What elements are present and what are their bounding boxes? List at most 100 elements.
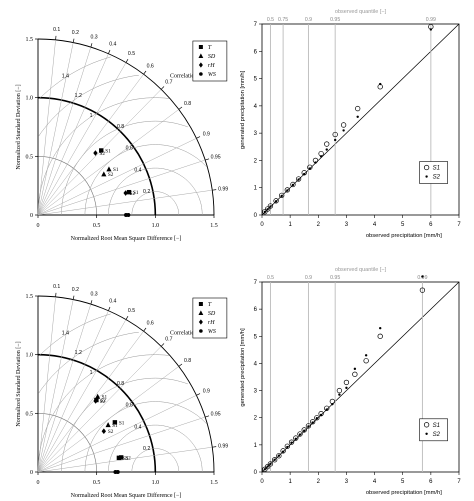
taylor-point-T <box>119 455 124 460</box>
quantile-label: 0.5 <box>267 275 274 281</box>
correlation-tick-label: 0.6 <box>147 63 154 69</box>
taylor-sd-arc <box>37 413 97 473</box>
correlation-tick-label: 0.5 <box>128 51 135 57</box>
point-label: S2 <box>125 455 131 461</box>
qq-point-S1 <box>284 443 290 449</box>
qq-point-S1 <box>377 333 383 339</box>
y-tick-label: 4 <box>254 361 258 367</box>
y-tick-label: 1.0 <box>26 353 34 359</box>
qq-point-S1 <box>276 453 282 459</box>
qq-point-S2 <box>342 129 345 132</box>
legend-label: SD <box>208 311 216 317</box>
qq-point-S1 <box>290 181 296 188</box>
qq-legend-marker-S1 <box>423 164 430 171</box>
qq-point-S1 <box>262 466 268 472</box>
taylor-rmsd-arc <box>61 377 188 472</box>
point-label: S2 <box>108 172 114 178</box>
rmsd-arc-label: 0.4 <box>134 167 141 173</box>
correlation-ray <box>37 366 179 473</box>
y-tick-label: 0 <box>30 213 33 219</box>
correlation-ray <box>37 42 74 216</box>
y-tick-label: 0 <box>254 213 258 219</box>
correlation-ray <box>37 189 213 216</box>
taylor-point-T <box>126 189 132 195</box>
taylor-point-SD <box>106 166 112 172</box>
x-tick-label: 6 <box>429 222 433 228</box>
qq-point-S2 <box>266 208 269 211</box>
qq-point-S2 <box>263 210 267 214</box>
qq-point-S1 <box>273 198 279 204</box>
qq-point-S1 <box>264 463 271 470</box>
taylor-rmsd-arc <box>84 144 208 216</box>
rmsd-arc-label: 0.4 <box>134 424 141 430</box>
correlation-tick <box>178 106 183 110</box>
y-tick-label: 7 <box>254 280 258 286</box>
y-tick-label: 3 <box>254 131 258 137</box>
qq-legend-label: S1 <box>433 166 440 172</box>
qq-point-S2 <box>364 354 368 357</box>
qq-point-S1 <box>267 461 274 467</box>
qq-point-S1 <box>279 192 285 199</box>
qq-point-S1 <box>267 203 274 209</box>
qq-plot-frame <box>261 23 460 216</box>
y-tick-label: 0.5 <box>26 154 34 160</box>
point-label: S1 <box>113 167 119 173</box>
taylor-rmsd-arc <box>38 331 139 394</box>
y-tick-label: 0.5 <box>26 411 34 417</box>
qq-legend-label: S2 <box>433 432 441 438</box>
qq-point-S1 <box>297 431 303 437</box>
correlation-tick <box>72 38 75 43</box>
legend-marker-rH <box>198 319 203 325</box>
correlation-tick-label: 0.2 <box>72 287 79 293</box>
y-tick-label: 6 <box>254 49 258 55</box>
correlation-tick-label: 0.3 <box>90 35 97 41</box>
correlation-tick-label: 0.1 <box>53 284 60 290</box>
correlation-tick-label: 0.7 <box>165 79 172 85</box>
point-label: S1 <box>119 420 125 426</box>
rmsd-arc-label: 1.2 <box>75 93 82 99</box>
correlation-ray <box>37 395 197 473</box>
x-tick-label: 1 <box>288 222 292 228</box>
correlation-ray <box>37 446 213 473</box>
qq-point-S1 <box>288 439 295 445</box>
qq-point-S2 <box>379 82 382 86</box>
correlation-ray <box>37 109 179 216</box>
rmsd-arc-label: 1.4 <box>62 74 69 80</box>
qq-point-S2 <box>421 275 424 278</box>
qq-point-S2 <box>286 445 289 449</box>
x-tick-label: 7 <box>457 479 461 485</box>
correlation-ray <box>37 138 197 216</box>
rmsd-arc-label: 0.6 <box>126 146 133 152</box>
correlation-tick-label: 0.95 <box>211 155 221 161</box>
correlation-tick <box>108 306 111 311</box>
correlation-tick-label: 0.4 <box>109 299 116 305</box>
qq-point-S1 <box>264 206 271 212</box>
legend-marker-WS <box>199 329 203 333</box>
legend-label: WS <box>208 72 216 78</box>
taylor-rmsd-arc <box>108 424 203 473</box>
rmsd-arc-label: 1.2 <box>75 350 82 356</box>
taylor-reference-arc <box>37 96 157 216</box>
taylor-diagram-top: 0.1 0.2 0.3 0.4 0.5 0.6 0.7 0.8 0.9 0.95 0.99 00 0.5… <box>16 27 228 242</box>
taylor-outer-arc <box>37 38 215 216</box>
correlation-tick <box>108 49 111 54</box>
qq-point-S2 <box>298 433 302 436</box>
quantile-label: 0.95 <box>330 17 340 23</box>
correlation-ray <box>37 47 92 216</box>
qq-legend-label: S1 <box>433 423 440 429</box>
qq-legend-box <box>419 161 448 184</box>
quantile-label: 0.99 <box>426 17 436 23</box>
correlation-tick-label: 0.99 <box>218 444 228 450</box>
taylor-point-SD <box>105 422 111 428</box>
legend-marker-WS <box>199 72 203 76</box>
point-label: S1 <box>112 423 118 429</box>
qq-point-S1 <box>301 427 307 433</box>
x-tick-label: 3 <box>345 222 349 228</box>
qq-point-S2 <box>294 437 297 441</box>
correlation-tick <box>205 415 210 418</box>
correlation-tick-label: 0.5 <box>128 308 135 314</box>
y-tick-label: 1.5 <box>26 37 34 43</box>
x-tick-label: 1.0 <box>152 480 160 486</box>
quantile-label: 0.95 <box>330 275 340 281</box>
